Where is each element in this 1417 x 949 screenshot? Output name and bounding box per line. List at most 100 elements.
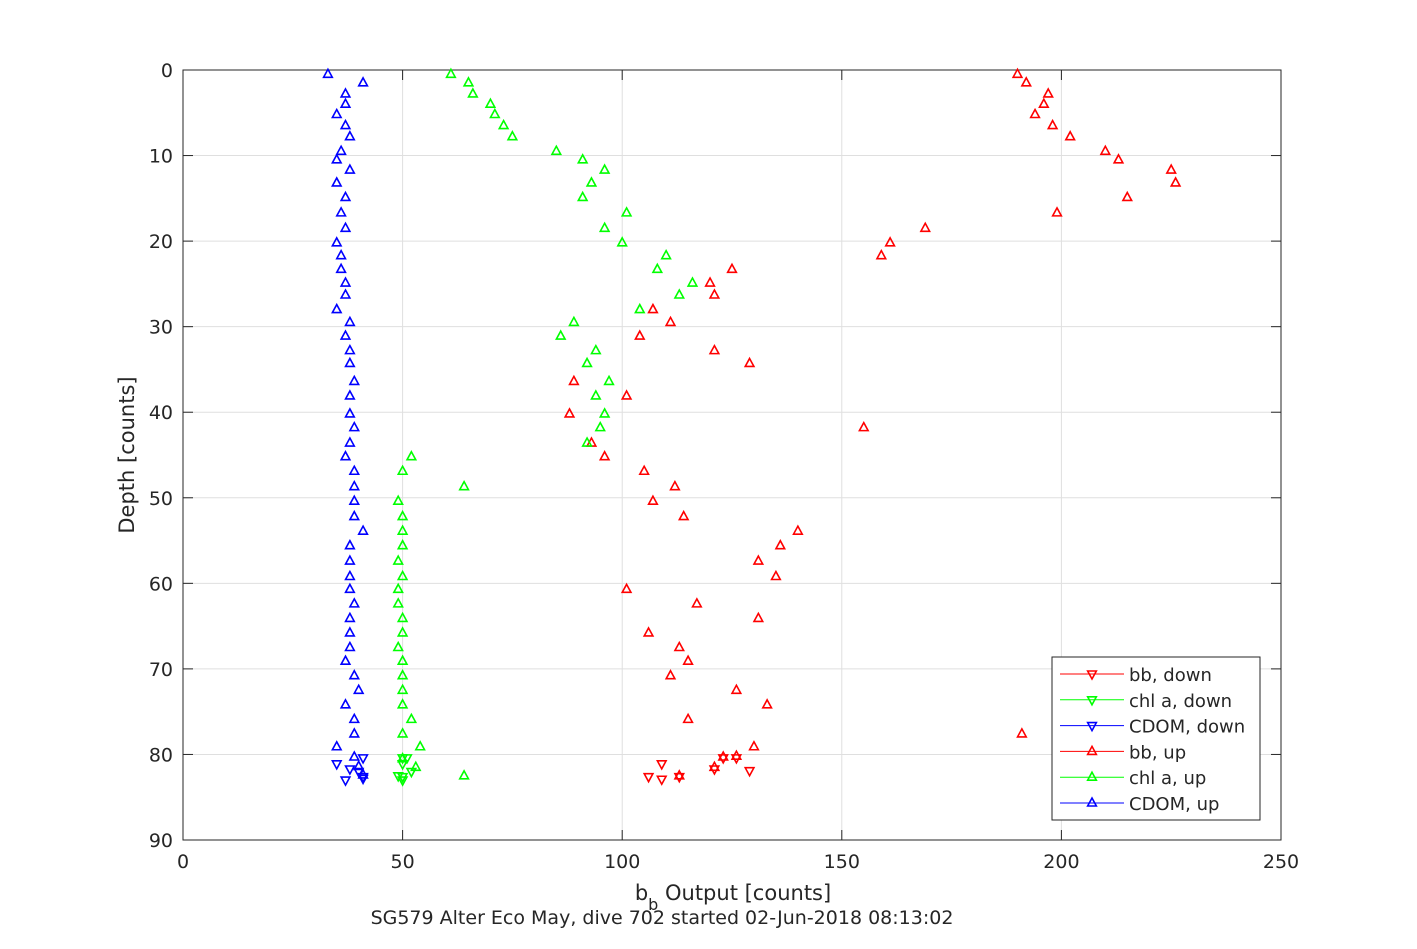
data-point: [467, 87, 479, 98]
data-point: [555, 329, 567, 340]
data-point: [673, 772, 685, 784]
data-point: [638, 464, 650, 476]
data-point: [339, 698, 352, 709]
data-point: [357, 76, 369, 87]
data-point: [462, 76, 475, 87]
data-point: [656, 775, 668, 786]
data-point: [616, 236, 628, 247]
data-point: [708, 760, 721, 772]
data-point: [405, 767, 418, 779]
legend-item: chl a, down: [1060, 691, 1232, 712]
data-point: [620, 389, 633, 400]
data-point: [748, 740, 760, 751]
data-point: [484, 97, 497, 109]
data-point: [761, 698, 773, 709]
data-point: [344, 569, 356, 581]
y-tick-label: 60: [149, 573, 173, 595]
data-point: [335, 248, 347, 260]
data-point: [489, 107, 501, 119]
data-point: [743, 766, 756, 778]
data-point: [673, 288, 685, 299]
legend-marker: [1086, 670, 1098, 681]
data-point: [691, 597, 703, 608]
data-point: [396, 698, 409, 709]
data-point: [396, 509, 409, 521]
data-point: [726, 262, 738, 274]
data-point: [344, 582, 356, 594]
data-point: [348, 494, 360, 505]
axes-box: [182, 69, 1282, 841]
data-point: [392, 494, 404, 505]
data-point: [339, 288, 352, 299]
data-point: [339, 87, 352, 98]
legend-marker: [1086, 796, 1098, 807]
y-tick-label: 0: [161, 60, 173, 82]
data-point: [396, 752, 409, 763]
data-point: [352, 683, 365, 695]
data-point: [620, 582, 633, 594]
data-point: [344, 539, 356, 550]
data-point: [603, 374, 615, 386]
data-point: [396, 776, 409, 787]
x-tick-label: 100: [604, 851, 640, 873]
data-point: [344, 626, 356, 637]
data-point: [664, 669, 677, 680]
legend-item: CDOM, up: [1060, 794, 1219, 815]
data-point: [660, 248, 672, 260]
data-point: [669, 479, 681, 491]
data-point: [598, 163, 611, 174]
x-axis-label-main: b: [635, 881, 648, 905]
x-tick-label: 250: [1263, 851, 1299, 873]
data-point: [339, 190, 352, 202]
data-point: [348, 597, 360, 608]
data-point: [344, 765, 356, 776]
data-point: [1038, 97, 1050, 109]
legend-label: bb, up: [1129, 742, 1186, 763]
data-point: [331, 176, 343, 187]
data-point: [348, 712, 360, 724]
y-tick-label: 40: [149, 402, 173, 424]
data-point: [568, 374, 580, 386]
data-point: [1029, 107, 1041, 119]
y-tick-label: 80: [149, 744, 173, 766]
data-point: [656, 760, 668, 771]
data-point: [770, 569, 782, 581]
series-3: [563, 67, 1182, 780]
data-point: [708, 288, 721, 299]
data-point: [647, 494, 659, 505]
data-point: [884, 236, 896, 247]
data-point: [396, 654, 409, 665]
data-point: [339, 118, 352, 130]
chart-caption: SG579 Alter Eco May, dive 702 started 02…: [371, 907, 954, 929]
data-point: [642, 626, 655, 637]
data-point: [673, 640, 685, 652]
data-point: [335, 144, 347, 156]
data-point: [396, 760, 409, 771]
data-point: [344, 315, 356, 327]
data-point: [339, 221, 352, 233]
legend-marker: [1086, 744, 1098, 756]
data-point: [568, 315, 580, 327]
data-point: [1042, 87, 1054, 98]
data-point: [410, 760, 422, 772]
data-point: [348, 374, 360, 386]
data-point: [348, 509, 360, 521]
legend-label: CDOM, up: [1129, 794, 1219, 815]
data-point: [581, 436, 593, 447]
x-tick-label: 150: [824, 851, 860, 873]
data-point: [590, 343, 602, 355]
x-axis-label-subscript: b: [648, 895, 658, 914]
x-axis-label: bb Output [counts]: [635, 881, 831, 914]
data-point: [642, 772, 655, 784]
data-point: [673, 769, 685, 780]
y-tick-label: 10: [149, 146, 173, 168]
data-point: [550, 144, 563, 156]
data-point: [405, 712, 418, 724]
data-point: [704, 276, 716, 287]
data-point: [339, 654, 352, 665]
data-point: [348, 420, 360, 432]
data-point: [331, 760, 343, 771]
x-tick-label: 200: [1043, 851, 1079, 873]
data-point: [344, 436, 356, 447]
